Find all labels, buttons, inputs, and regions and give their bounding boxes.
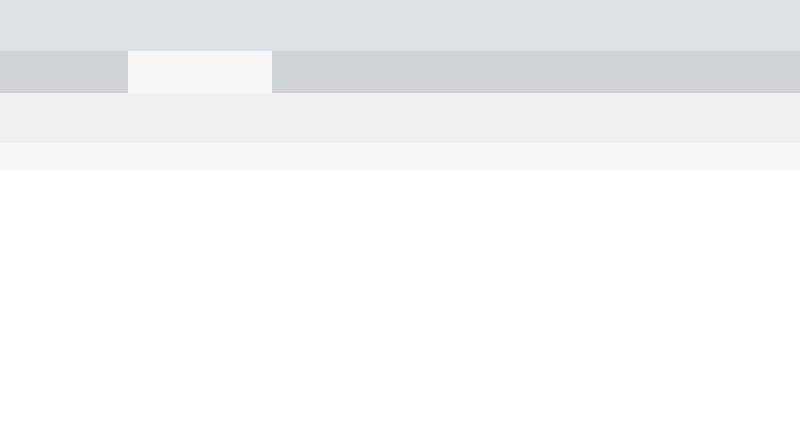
Text: Games Online for fr...: Games Online for fr... <box>300 148 390 157</box>
Text: oxnardunion.org bookmarks: oxnardunion.org bookmarks <box>12 148 130 157</box>
FancyBboxPatch shape <box>85 327 565 417</box>
Text: Submit Answer: Submit Answer <box>400 369 484 379</box>
Text: deltamath.com/app/student/solve/13763414/custom1625680577898: deltamath.com/app/student/solve/13763414… <box>100 109 391 119</box>
Text: Eric Romo: Eric Romo <box>200 148 242 157</box>
Text: attempt 1 out of 2 / problem 1 out of max 1: attempt 1 out of 2 / problem 1 out of ma… <box>354 407 567 417</box>
Text: Solve for x. Round to the nearest tenth, if necessary.: Solve for x. Round to the nearest tenth,… <box>87 190 515 207</box>
Text: 2.5: 2.5 <box>245 248 267 262</box>
Text: Friday Night Funkin' - Play ...: Friday Night Funkin' - Play ... <box>385 60 514 68</box>
Text: $x$: $x$ <box>160 367 170 381</box>
FancyBboxPatch shape <box>571 167 800 422</box>
Text: C: C <box>170 255 180 269</box>
FancyBboxPatch shape <box>87 103 479 125</box>
Text: Answer:: Answer: <box>103 367 161 381</box>
Text: =: = <box>177 367 189 381</box>
Text: 41°: 41° <box>200 146 221 159</box>
Text: Reading list: Reading list <box>713 148 762 157</box>
FancyBboxPatch shape <box>390 359 494 389</box>
Text: −: − <box>558 329 566 339</box>
Text: ⌨: ⌨ <box>523 329 537 339</box>
Text: Solve for x. Round to the neare...: Solve for x. Round to the neare... <box>175 60 326 68</box>
Text: x: x <box>272 187 280 200</box>
Text: B: B <box>332 265 342 279</box>
Text: D: D <box>170 131 181 145</box>
Text: DeltaMath: DeltaMath <box>30 60 77 68</box>
FancyBboxPatch shape <box>192 361 382 387</box>
Text: +: + <box>544 329 552 339</box>
